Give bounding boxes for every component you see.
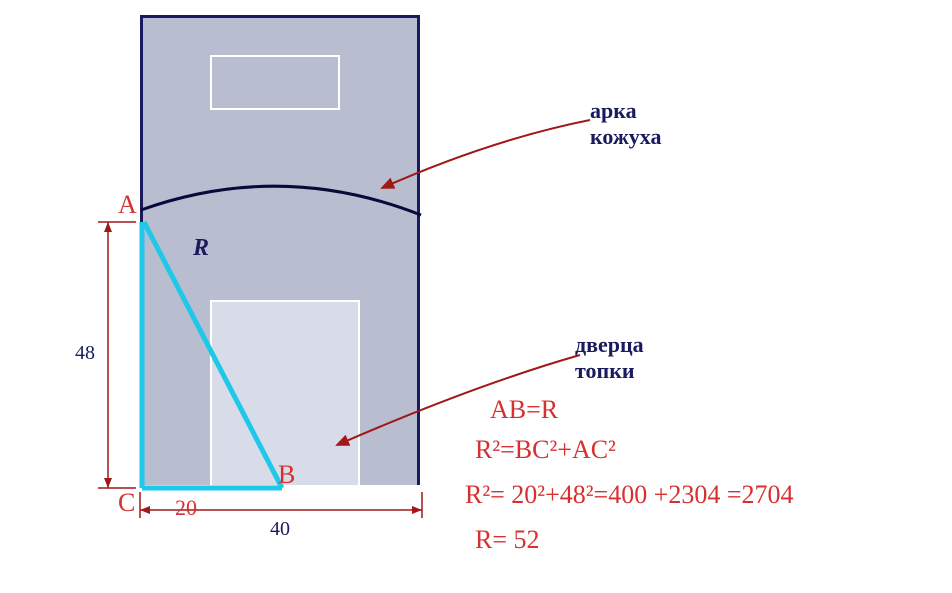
door-label: дверца топки: [575, 332, 644, 384]
equation-r-result: R= 52: [475, 525, 540, 555]
equation-ab-r: AB=R: [490, 395, 558, 425]
radius-label: R: [193, 235, 209, 262]
dim-48-text: 48: [75, 342, 95, 365]
dim-40-text: 40: [270, 518, 290, 541]
equation-r2-sum: R²=BC²+AC²: [475, 435, 616, 465]
dim-20-text: 20: [175, 495, 197, 521]
equation-r2-calc: R²= 20²+48²=400 +2304 =2704: [465, 480, 794, 510]
arc-label: арка кожуха: [590, 98, 662, 150]
point-a-label: A: [118, 190, 137, 220]
point-b-label: B: [278, 460, 295, 490]
small-window-rect: [210, 55, 340, 110]
